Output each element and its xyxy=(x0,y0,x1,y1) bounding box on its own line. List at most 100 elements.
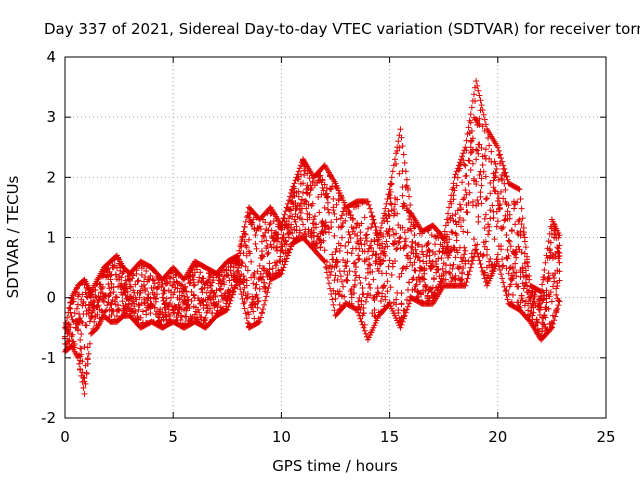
data-point xyxy=(428,264,435,271)
data-point xyxy=(542,314,549,321)
data-point xyxy=(79,291,86,298)
data-point xyxy=(151,280,158,287)
data-point xyxy=(123,285,130,292)
data-point xyxy=(316,173,323,180)
data-point xyxy=(494,258,501,265)
data-point xyxy=(194,266,201,273)
data-point xyxy=(472,98,479,105)
data-point xyxy=(518,221,525,228)
data-point xyxy=(517,228,524,235)
data-point xyxy=(262,229,269,236)
data-point xyxy=(328,224,335,231)
data-point xyxy=(518,249,525,256)
data-point xyxy=(70,296,77,303)
data-point xyxy=(239,234,246,241)
data-point xyxy=(356,245,363,252)
data-point xyxy=(102,308,109,315)
data-point xyxy=(394,196,401,203)
data-point xyxy=(480,111,487,118)
data-point xyxy=(133,296,140,303)
data-point xyxy=(394,147,401,154)
data-point xyxy=(396,273,403,280)
data-point xyxy=(399,224,406,231)
data-point xyxy=(190,291,197,298)
data-point xyxy=(321,247,328,254)
data-point xyxy=(383,215,390,222)
data-point xyxy=(419,248,426,255)
data-point xyxy=(536,300,543,307)
data-point xyxy=(270,218,277,225)
data-point xyxy=(529,312,536,319)
data-point xyxy=(545,270,552,277)
data-point xyxy=(411,259,418,266)
data-point xyxy=(239,260,246,267)
data-point xyxy=(329,251,336,258)
data-point xyxy=(300,180,307,187)
data-point xyxy=(358,318,365,325)
data-point xyxy=(362,298,369,305)
data-point xyxy=(350,290,357,297)
data-point xyxy=(486,223,493,230)
data-point xyxy=(67,324,74,331)
data-point xyxy=(481,225,488,232)
data-point xyxy=(84,344,91,351)
data-point xyxy=(196,309,203,316)
data-point xyxy=(508,299,515,306)
data-point xyxy=(415,254,422,261)
data-point xyxy=(280,264,287,271)
data-point xyxy=(541,266,548,273)
data-point xyxy=(242,231,249,238)
data-point xyxy=(292,218,299,225)
data-point xyxy=(398,270,405,277)
data-point xyxy=(467,111,474,118)
data-point xyxy=(413,250,420,257)
data-point xyxy=(500,262,507,269)
data-point xyxy=(388,174,395,181)
data-point xyxy=(264,289,271,296)
data-point xyxy=(377,224,384,231)
data-point xyxy=(425,246,432,253)
data-point xyxy=(333,216,340,223)
data-point xyxy=(481,116,488,123)
data-point xyxy=(77,336,84,343)
data-point xyxy=(506,211,513,218)
data-point xyxy=(392,238,399,245)
data-point xyxy=(486,155,493,162)
data-point xyxy=(388,271,395,278)
data-point xyxy=(504,176,511,183)
data-point xyxy=(496,266,503,273)
data-point xyxy=(503,173,510,180)
data-point xyxy=(369,213,376,220)
data-point xyxy=(323,258,330,265)
data-point xyxy=(406,216,413,223)
data-point xyxy=(367,292,374,299)
data-point xyxy=(498,188,505,195)
data-point xyxy=(183,288,190,295)
data-point xyxy=(66,329,73,336)
data-point xyxy=(208,299,215,306)
data-point xyxy=(295,168,302,175)
data-point xyxy=(466,268,473,275)
data-point xyxy=(474,250,481,257)
data-point xyxy=(330,204,337,211)
data-point xyxy=(533,316,540,323)
data-point xyxy=(133,270,140,277)
data-point xyxy=(335,291,342,298)
data-point xyxy=(79,369,86,376)
data-point xyxy=(358,241,365,248)
data-point xyxy=(316,236,323,243)
data-point xyxy=(344,271,351,278)
data-point xyxy=(411,232,418,239)
data-point xyxy=(77,366,84,373)
data-point xyxy=(248,258,255,265)
data-point xyxy=(459,258,466,265)
data-point xyxy=(446,236,453,243)
data-point xyxy=(182,283,189,290)
data-point xyxy=(240,279,247,286)
y-tick-label: 0 xyxy=(46,289,56,307)
data-point xyxy=(491,174,498,181)
data-point xyxy=(190,276,197,283)
data-point xyxy=(369,268,376,275)
data-point xyxy=(551,278,558,285)
data-point xyxy=(266,280,273,287)
